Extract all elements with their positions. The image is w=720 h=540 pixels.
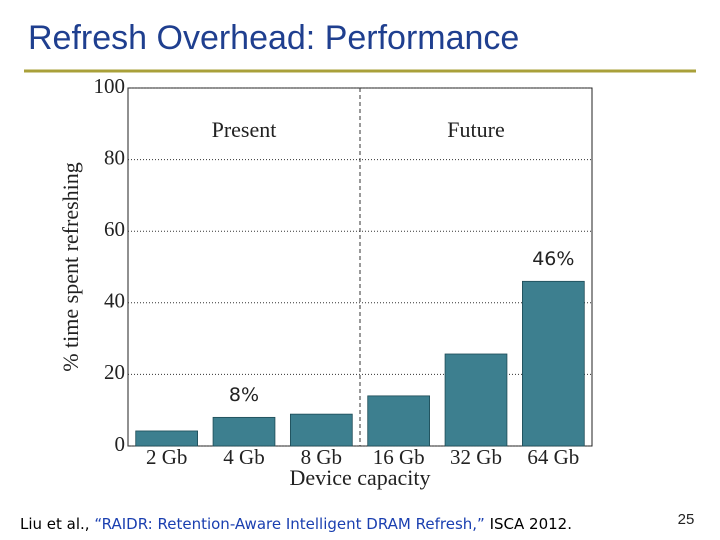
x-tick-label: 16 Gb: [373, 445, 425, 469]
value-label: 46%: [532, 248, 574, 270]
bar: [135, 430, 199, 447]
x-tick-label: 32 Gb: [450, 445, 502, 469]
era-label: Present: [212, 117, 277, 142]
bar: [444, 353, 508, 447]
page-number: 25: [678, 511, 695, 528]
citation-title: “RAIDR: Retention-Aware Intelligent DRAM…: [94, 515, 484, 533]
bar: [367, 395, 431, 447]
citation: Liu et al., “RAIDR: Retention-Aware Inte…: [20, 515, 572, 533]
value-label: 8%: [229, 384, 259, 406]
y-tick-label: 20: [104, 360, 125, 384]
bar: [289, 413, 353, 447]
citation-authors: Liu et al.,: [20, 515, 94, 533]
bar: [212, 416, 276, 447]
y-tick-label: 0: [115, 432, 126, 456]
y-axis-label: % time spent refreshing: [58, 162, 83, 372]
x-tick-label: 8 Gb: [301, 445, 342, 469]
y-tick-label: 80: [104, 145, 125, 169]
citation-venue: ISCA 2012.: [485, 515, 572, 533]
y-tick-label: 40: [104, 289, 125, 313]
slide-title: Refresh Overhead: Performance: [28, 19, 519, 57]
x-tick-label: 2 Gb: [146, 445, 187, 469]
y-tick-label: 100: [94, 74, 126, 98]
y-tick-label: 60: [104, 217, 125, 241]
x-tick-label: 64 Gb: [527, 445, 579, 469]
x-tick-label: 4 Gb: [223, 445, 264, 469]
x-axis-label: Device capacity: [289, 465, 430, 490]
era-label: Future: [447, 117, 504, 142]
bar: [522, 280, 585, 447]
